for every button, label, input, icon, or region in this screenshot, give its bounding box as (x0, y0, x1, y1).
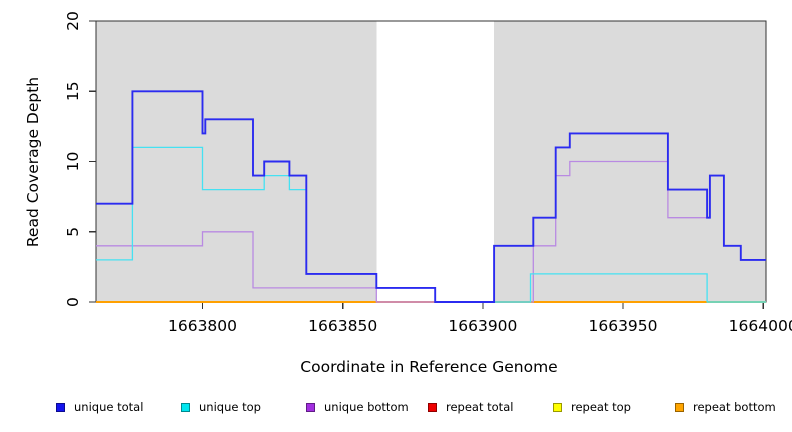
x-tick-label: 1663850 (308, 317, 377, 335)
legend-swatch-icon (428, 402, 437, 412)
legend-item-repeat-bottom: repeat bottom (675, 399, 776, 415)
legend-swatch-icon (306, 402, 315, 412)
legend-label: unique top (199, 400, 261, 414)
x-tick-label: 1664000 (729, 317, 792, 335)
legend-swatch-icon (56, 402, 65, 412)
legend-item-unique-total: unique total (56, 399, 143, 415)
legend-item-repeat-total: repeat total (428, 399, 513, 415)
legend-item-unique-top: unique top (181, 399, 261, 415)
coverage-chart: 1663800 1663850 1663900 1663950 1664000 0 5 10 1… (24, 11, 792, 376)
y-tick-label: 0 (64, 297, 82, 307)
legend-label: repeat top (571, 400, 631, 414)
legend-swatch-icon (181, 402, 190, 412)
x-tick-label: 1663800 (168, 317, 237, 335)
y-tick-label: 10 (64, 152, 82, 172)
legend-label: repeat bottom (693, 400, 776, 414)
y-tick-label: 15 (64, 81, 82, 101)
legend: unique total unique top unique bottom repea… (0, 399, 792, 419)
legend-label: unique total (74, 400, 144, 414)
plot-area: 1663800 1663850 1663900 1663950 1664000 0 5 10 1… (64, 11, 792, 335)
legend-swatch-icon (553, 402, 562, 412)
x-tick-label: 1663900 (448, 317, 517, 335)
x-tick-label: 1663950 (588, 317, 657, 335)
y-axis-label: Read Coverage Depth (24, 77, 42, 247)
legend-item-unique-bottom: unique bottom (306, 399, 409, 415)
y-tick-label: 20 (64, 11, 82, 31)
legend-label: unique bottom (324, 400, 409, 414)
x-axis-label: Coordinate in Reference Genome (300, 358, 557, 376)
shaded-region (96, 21, 377, 302)
series-line-unique-total (96, 90, 766, 303)
y-tick-label: 5 (64, 227, 82, 237)
legend-item-repeat-top: repeat top (553, 399, 631, 415)
legend-swatch-icon (675, 402, 684, 412)
legend-label: repeat total (446, 400, 514, 414)
